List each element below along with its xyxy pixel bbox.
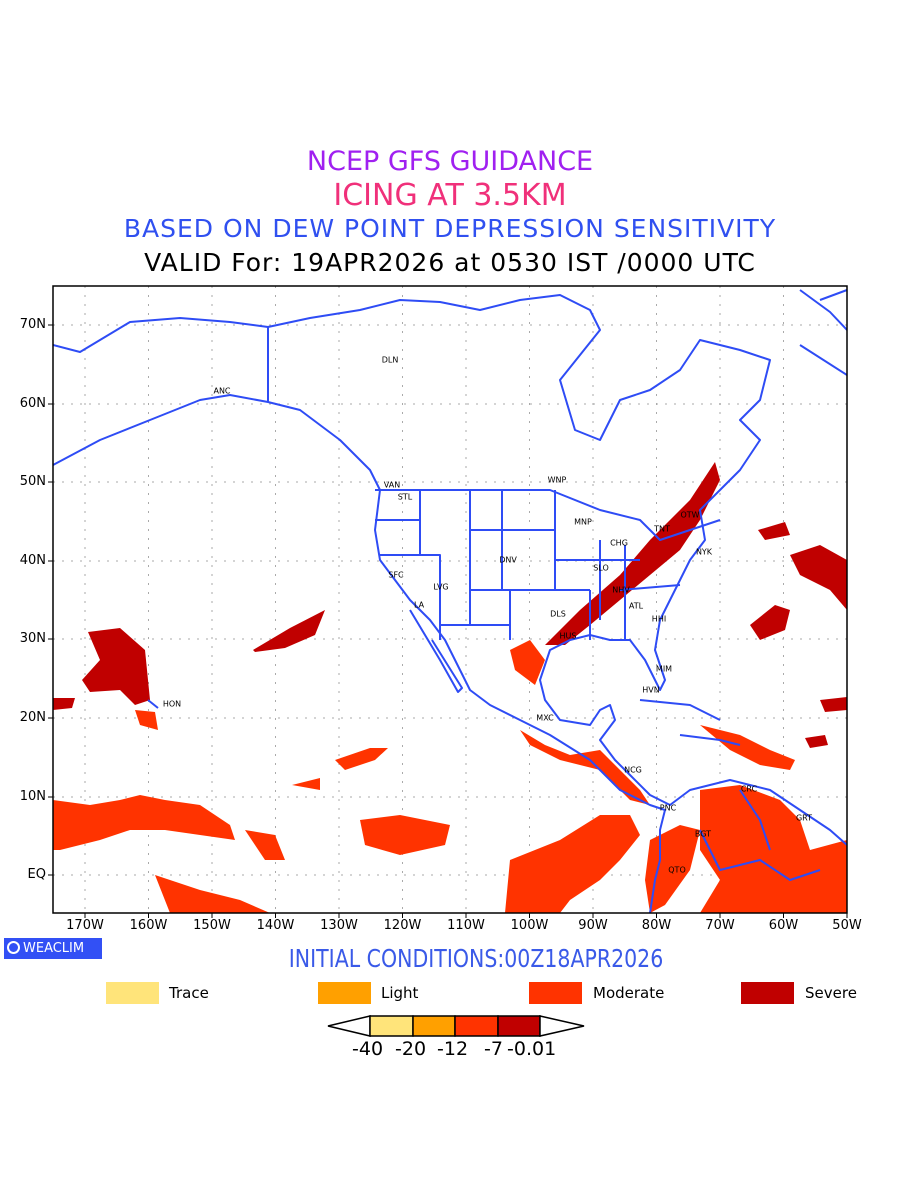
copyright-icon xyxy=(7,941,20,954)
colorbar-label: -40 xyxy=(352,1038,384,1060)
lon-tick-label: 100W xyxy=(510,918,549,933)
legend-swatch-trace xyxy=(106,982,159,1004)
moderate-icing-areas xyxy=(53,640,847,913)
initial-conditions: INITIAL CONDITIONS:00Z18APR2026 xyxy=(288,944,664,973)
city-label: SFC xyxy=(388,570,404,580)
legend-label-trace: Trace xyxy=(169,984,209,1002)
weaclim-logo: WEACLIM xyxy=(4,938,102,959)
city-label: TNT xyxy=(654,524,670,534)
lat-tick-label: 30N xyxy=(19,631,46,646)
legend-swatch-moderate xyxy=(529,982,582,1004)
city-label: HUS xyxy=(559,631,577,641)
city-label: BGT xyxy=(694,829,712,839)
lat-tick-label: 40N xyxy=(19,553,46,568)
legend-swatch-light xyxy=(318,982,371,1004)
coastlines-and-borders xyxy=(53,289,847,913)
lat-tick-label: 60N xyxy=(19,396,46,411)
legend-label-light: Light xyxy=(381,984,419,1002)
lon-tick-label: 170W xyxy=(66,918,104,933)
city-label: MXC xyxy=(536,713,554,723)
city-label: LVG xyxy=(433,582,449,592)
lon-tick-label: 70W xyxy=(705,918,735,933)
map-frame xyxy=(52,285,848,914)
lon-tick-label: 110W xyxy=(447,918,485,933)
lat-tick-label: 20N xyxy=(19,710,46,725)
city-label: CHG xyxy=(610,538,628,548)
city-label: VAN xyxy=(383,480,401,490)
colorbar-label: -20 xyxy=(395,1038,427,1060)
severe-icing-areas xyxy=(53,462,847,748)
city-label: DLN xyxy=(381,355,399,365)
lon-tick-label: 50W xyxy=(832,918,862,933)
city-label: QTO xyxy=(668,865,686,875)
colorbar xyxy=(327,1015,585,1037)
city-label: MNP xyxy=(574,517,592,527)
lon-tick-label: 60W xyxy=(768,918,799,933)
lon-tick-label: 140W xyxy=(256,918,295,933)
lat-tick-label: 10N xyxy=(19,789,46,804)
colorbar-label: -7 xyxy=(484,1038,503,1060)
city-label: OTW xyxy=(680,510,700,520)
city-label: NHV xyxy=(612,585,630,595)
logo-text: WEACLIM xyxy=(23,941,85,956)
lat-tick-label: 50N xyxy=(19,474,46,489)
city-label: HHI xyxy=(651,614,667,624)
city-label: ANC xyxy=(213,386,231,396)
lon-tick-label: 90W xyxy=(578,918,608,933)
lat-tick-label: EQ xyxy=(27,867,46,882)
city-label: HVN xyxy=(642,685,660,695)
lat-tick-label: 70N xyxy=(19,317,46,332)
lon-tick-label: 80W xyxy=(641,918,672,933)
city-label: DNV xyxy=(499,555,517,565)
city-label: ATL xyxy=(628,601,644,611)
city-label: DLS xyxy=(550,609,566,619)
legend-label-severe: Severe xyxy=(805,984,857,1002)
city-label: NCG xyxy=(624,765,642,775)
city-label: HON xyxy=(162,699,182,709)
lon-tick-label: 120W xyxy=(383,918,422,933)
city-label: WNP xyxy=(547,475,567,485)
legend-swatch-severe xyxy=(741,982,794,1004)
lon-tick-label: 160W xyxy=(129,918,168,933)
city-label: LA xyxy=(413,600,425,610)
city-label: CRC xyxy=(740,784,758,794)
lon-tick-label: 150W xyxy=(193,918,231,933)
city-label: GRT xyxy=(795,813,813,823)
city-label: NYK xyxy=(695,547,713,557)
title-valid-time: VALID For: 19APR2026 at 0530 IST /0000 U… xyxy=(144,248,756,277)
lon-tick-label: 130W xyxy=(320,918,358,933)
colorbar-label: -0.01 xyxy=(507,1038,557,1060)
title-model: NCEP GFS GUIDANCE xyxy=(306,146,594,177)
city-label: STL xyxy=(397,492,413,502)
title-product: ICING AT 3.5KM xyxy=(333,178,567,213)
title-method: BASED ON DEW POINT DEPRESSION SENSITIVIT… xyxy=(123,214,777,243)
city-label: PNC xyxy=(659,803,677,813)
legend-label-moderate: Moderate xyxy=(593,984,665,1002)
colorbar-label: -12 xyxy=(437,1038,469,1060)
city-label: SLO xyxy=(593,563,609,573)
city-label: MIM xyxy=(655,664,673,674)
